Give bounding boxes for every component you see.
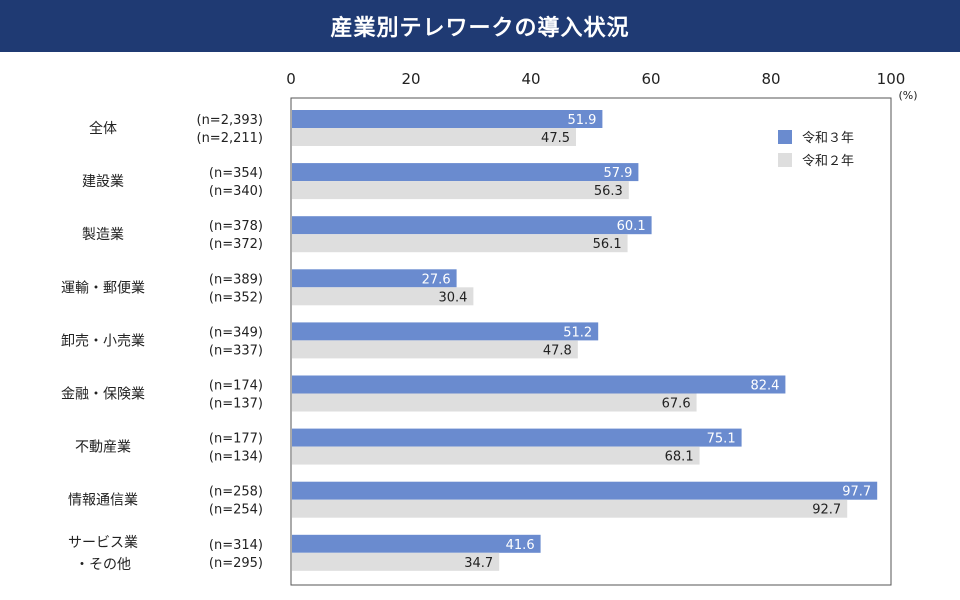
bar-reiwa3: [292, 428, 742, 447]
bar-value-label: 75.1: [707, 432, 736, 447]
bar-value-label: 67.6: [662, 397, 691, 412]
category-label: 金融・保険業: [61, 387, 145, 403]
bar-reiwa3: [292, 269, 457, 288]
sample-size-label: (n=372): [209, 237, 263, 252]
category-label: 全体: [89, 120, 117, 137]
x-tick-label: 100: [877, 70, 906, 88]
bar-value-label: 56.3: [594, 184, 623, 199]
category-label: 製造業: [82, 227, 124, 243]
sample-size-label: (n=354): [209, 166, 263, 181]
sample-size-label: (n=295): [209, 556, 263, 571]
bar-reiwa2: [292, 499, 848, 518]
category-label: 不動産業: [75, 440, 131, 456]
sample-size-label: (n=378): [209, 219, 263, 234]
legend-swatch-reiwa2: [778, 153, 792, 167]
bar-reiwa3: [292, 534, 541, 553]
bar-value-label: 68.1: [665, 450, 694, 465]
sample-size-label: (n=2,393): [197, 113, 264, 128]
bar-reiwa2: [292, 287, 474, 306]
bar-value-label: 27.6: [422, 272, 451, 287]
bar-reiwa3: [292, 216, 652, 235]
bar-value-label: 97.7: [842, 485, 871, 500]
sample-size-label: (n=174): [209, 379, 263, 394]
sample-size-label: (n=258): [209, 485, 263, 500]
sample-size-label: (n=340): [209, 184, 263, 199]
bar-value-label: 57.9: [603, 166, 632, 181]
bar-value-label: 47.5: [541, 131, 570, 146]
bar-reiwa3: [292, 163, 639, 182]
bar-reiwa2: [292, 393, 697, 412]
bar-reiwa3: [292, 375, 786, 394]
chart-title: 産業別テレワークの導入状況: [0, 0, 960, 52]
bar-reiwa3: [292, 322, 599, 341]
bar-reiwa3: [292, 481, 878, 500]
bar-value-label: 51.2: [563, 325, 592, 340]
x-tick-label: 40: [521, 70, 540, 88]
bar-reiwa3: [292, 110, 603, 128]
bar-value-label: 60.1: [617, 219, 646, 234]
sample-size-label: (n=134): [209, 450, 263, 465]
plot-frame: [290, 97, 892, 586]
sample-size-label: (n=349): [209, 325, 263, 340]
category-label: 卸売・小売業: [61, 333, 145, 349]
category-label: 運輸・郵便業: [61, 280, 145, 296]
category-label: 情報通信業: [68, 493, 138, 509]
legend-swatch-reiwa3: [778, 130, 792, 144]
sample-size-label: (n=352): [209, 290, 263, 305]
legend-label: 令和３年: [802, 131, 854, 146]
bar-value-label: 34.7: [464, 556, 493, 571]
sample-size-label: (n=389): [209, 272, 263, 287]
sample-size-label: (n=254): [209, 503, 263, 518]
bar-reiwa2: [292, 552, 500, 571]
unit-label: (%): [898, 89, 917, 102]
x-tick-label: 0: [286, 70, 296, 88]
sample-size-label: (n=177): [209, 432, 263, 447]
sample-size-label: (n=2,211): [197, 131, 264, 146]
bar-reiwa2: [292, 234, 628, 253]
bar-value-label: 30.4: [438, 290, 467, 305]
sample-size-label: (n=337): [209, 343, 263, 358]
bar-value-label: 56.1: [593, 237, 622, 252]
category-label: ・その他: [75, 557, 131, 573]
sample-size-label: (n=314): [209, 538, 263, 553]
bar-value-label: 82.4: [750, 379, 779, 394]
bar-value-label: 51.9: [567, 113, 596, 128]
legend-label: 令和２年: [802, 154, 854, 169]
sample-size-label: (n=137): [209, 397, 263, 412]
category-label: サービス業: [68, 535, 138, 551]
x-tick-label: 80: [761, 70, 780, 88]
bar-value-label: 47.8: [543, 343, 572, 358]
bar-reiwa2: [292, 128, 576, 146]
bar-reiwa2: [292, 446, 700, 465]
x-tick-label: 20: [401, 70, 420, 88]
bar-value-label: 92.7: [812, 503, 841, 518]
bar-value-label: 41.6: [506, 538, 535, 553]
category-label: 建設業: [82, 174, 124, 190]
bar-reiwa2: [292, 181, 629, 200]
x-tick-label: 60: [641, 70, 660, 88]
bar-reiwa2: [292, 340, 578, 359]
